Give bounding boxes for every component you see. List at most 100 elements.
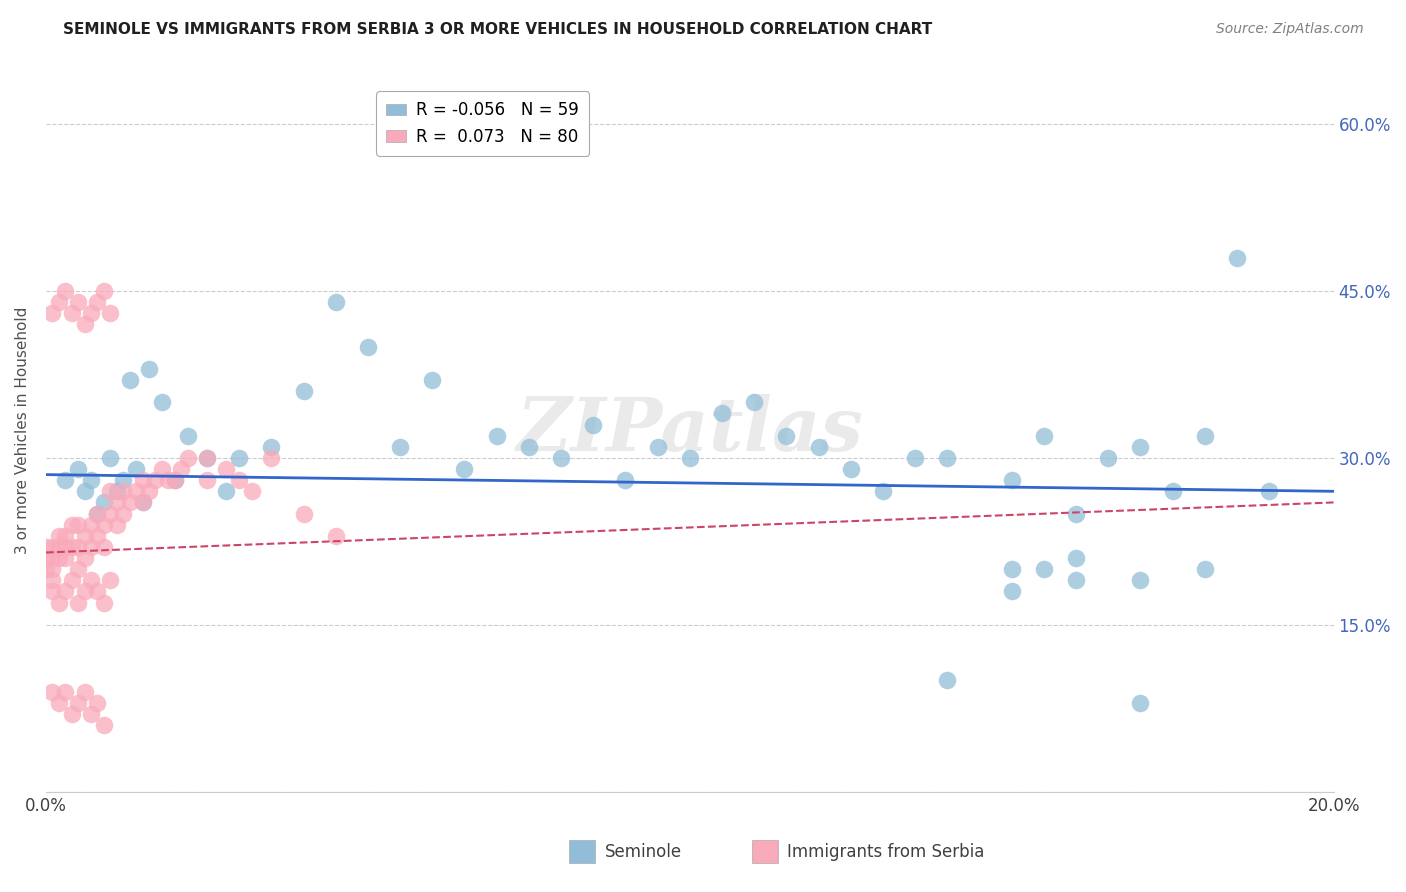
- Point: [53, 284, 76, 298]
- Point: [807, 440, 830, 454]
- Point: [839, 462, 862, 476]
- Point: [41, 551, 63, 566]
- Point: [73, 484, 96, 499]
- Point: [215, 462, 238, 476]
- Point: [176, 428, 198, 442]
- Point: [228, 473, 250, 487]
- Point: [325, 295, 347, 310]
- Text: SEMINOLE VS IMMIGRANTS FROM SERBIA 3 OR MORE VEHICLES IN HOUSEHOLD CORRELATION C: SEMINOLE VS IMMIGRANTS FROM SERBIA 3 OR …: [63, 22, 932, 37]
- Point: [1064, 507, 1087, 521]
- Point: [112, 484, 135, 499]
- Point: [1129, 574, 1152, 588]
- Point: [485, 428, 508, 442]
- Point: [163, 473, 186, 487]
- Point: [41, 574, 63, 588]
- Point: [67, 596, 90, 610]
- Point: [131, 473, 153, 487]
- Point: [35, 540, 58, 554]
- Point: [157, 473, 180, 487]
- Point: [647, 440, 669, 454]
- Point: [98, 507, 121, 521]
- Point: [1161, 484, 1184, 499]
- Point: [131, 495, 153, 509]
- Point: [775, 428, 797, 442]
- Point: [67, 295, 90, 310]
- Text: ZIPatlas: ZIPatlas: [516, 394, 863, 467]
- Point: [1129, 440, 1152, 454]
- Point: [93, 495, 115, 509]
- Point: [163, 473, 186, 487]
- Point: [60, 706, 83, 721]
- Point: [517, 440, 540, 454]
- Point: [1226, 251, 1249, 265]
- Point: [67, 696, 90, 710]
- Point: [420, 373, 443, 387]
- Point: [195, 450, 218, 465]
- Point: [145, 473, 167, 487]
- Point: [80, 517, 103, 532]
- Point: [86, 507, 108, 521]
- Point: [53, 540, 76, 554]
- Point: [550, 450, 572, 465]
- Point: [53, 473, 76, 487]
- Point: [1032, 428, 1054, 442]
- Point: [48, 696, 70, 710]
- Point: [60, 517, 83, 532]
- Point: [228, 450, 250, 465]
- Point: [1064, 574, 1087, 588]
- Point: [711, 406, 734, 420]
- Point: [41, 584, 63, 599]
- Point: [742, 395, 765, 409]
- Point: [41, 562, 63, 576]
- Point: [176, 450, 198, 465]
- Point: [80, 574, 103, 588]
- Point: [67, 462, 90, 476]
- Point: [98, 450, 121, 465]
- Point: [1258, 484, 1281, 499]
- Point: [98, 574, 121, 588]
- Point: [105, 484, 128, 499]
- Point: [67, 540, 90, 554]
- Point: [118, 373, 141, 387]
- Point: [195, 450, 218, 465]
- Point: [48, 596, 70, 610]
- Point: [73, 584, 96, 599]
- Point: [904, 450, 927, 465]
- Point: [105, 495, 128, 509]
- Point: [150, 395, 173, 409]
- Point: [41, 306, 63, 320]
- Point: [86, 696, 108, 710]
- Point: [80, 706, 103, 721]
- Point: [292, 507, 315, 521]
- Point: [679, 450, 702, 465]
- Point: [41, 684, 63, 698]
- Point: [67, 517, 90, 532]
- Point: [48, 295, 70, 310]
- Point: [98, 484, 121, 499]
- Point: [1194, 428, 1216, 442]
- Point: [195, 473, 218, 487]
- Point: [41, 540, 63, 554]
- Point: [1064, 551, 1087, 566]
- Point: [260, 440, 283, 454]
- Point: [48, 529, 70, 543]
- Point: [86, 507, 108, 521]
- Point: [93, 517, 115, 532]
- Point: [1001, 562, 1024, 576]
- Point: [112, 473, 135, 487]
- Point: [170, 462, 193, 476]
- Point: [73, 318, 96, 332]
- Point: [67, 562, 90, 576]
- Point: [1194, 562, 1216, 576]
- Point: [240, 484, 263, 499]
- Text: Seminole: Seminole: [605, 843, 682, 861]
- Point: [86, 584, 108, 599]
- Point: [389, 440, 412, 454]
- Point: [125, 462, 148, 476]
- Point: [582, 417, 605, 432]
- Point: [86, 529, 108, 543]
- Point: [80, 540, 103, 554]
- Text: Source: ZipAtlas.com: Source: ZipAtlas.com: [1216, 22, 1364, 37]
- Point: [936, 450, 959, 465]
- Y-axis label: 3 or more Vehicles in Household: 3 or more Vehicles in Household: [15, 307, 30, 554]
